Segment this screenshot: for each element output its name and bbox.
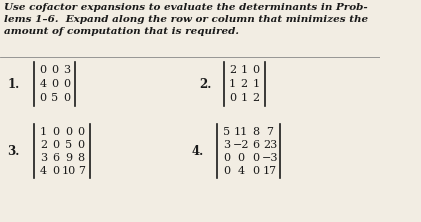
Text: 7: 7: [266, 127, 273, 137]
Text: 1: 1: [40, 127, 47, 137]
Text: 2: 2: [252, 93, 259, 103]
Text: 1: 1: [241, 93, 248, 103]
Text: −2: −2: [233, 139, 249, 149]
Text: 0: 0: [52, 165, 59, 176]
Text: 8: 8: [78, 153, 85, 163]
Text: 2: 2: [241, 79, 248, 89]
Text: 0: 0: [223, 165, 230, 176]
Text: 1: 1: [241, 65, 248, 75]
Text: 4.: 4.: [192, 145, 204, 157]
Text: 0: 0: [51, 65, 58, 75]
Text: 0: 0: [39, 93, 46, 103]
Text: 9: 9: [65, 153, 72, 163]
Text: 8: 8: [252, 127, 259, 137]
Text: 6: 6: [252, 139, 259, 149]
Text: 4: 4: [237, 165, 245, 176]
Text: 5: 5: [65, 139, 72, 149]
Text: 10: 10: [61, 165, 76, 176]
Text: −3: −3: [262, 153, 278, 163]
Text: 0: 0: [63, 93, 70, 103]
Text: 1: 1: [252, 79, 259, 89]
Text: 6: 6: [52, 153, 59, 163]
Text: 0: 0: [78, 127, 85, 137]
Text: 2: 2: [40, 139, 47, 149]
Text: 4: 4: [39, 79, 46, 89]
Text: 1.: 1.: [8, 77, 20, 91]
Text: 3.: 3.: [8, 145, 20, 157]
Text: 5: 5: [51, 93, 58, 103]
Text: 5: 5: [223, 127, 230, 137]
Text: 0: 0: [63, 79, 70, 89]
Text: 0: 0: [52, 127, 59, 137]
Text: 2.: 2.: [199, 77, 211, 91]
Text: 0: 0: [52, 139, 59, 149]
Text: 2: 2: [229, 65, 236, 75]
Text: 0: 0: [223, 153, 230, 163]
Text: 17: 17: [263, 165, 277, 176]
Text: 3: 3: [63, 65, 70, 75]
Text: 0: 0: [229, 93, 236, 103]
Text: 0: 0: [39, 65, 46, 75]
Text: 4: 4: [40, 165, 47, 176]
Text: 23: 23: [263, 139, 277, 149]
Text: 7: 7: [78, 165, 85, 176]
Text: 3: 3: [40, 153, 47, 163]
Text: 0: 0: [237, 153, 245, 163]
Text: 3: 3: [223, 139, 230, 149]
Text: 0: 0: [252, 153, 259, 163]
Text: 0: 0: [252, 65, 259, 75]
Text: 0: 0: [78, 139, 85, 149]
Text: 11: 11: [234, 127, 248, 137]
Text: 0: 0: [252, 165, 259, 176]
Text: 1: 1: [229, 79, 236, 89]
Text: 0: 0: [51, 79, 58, 89]
Text: 0: 0: [65, 127, 72, 137]
Text: Use cofactor expansions to evaluate the determinants in Prob-
lems 1–6.  Expand : Use cofactor expansions to evaluate the …: [4, 3, 368, 36]
